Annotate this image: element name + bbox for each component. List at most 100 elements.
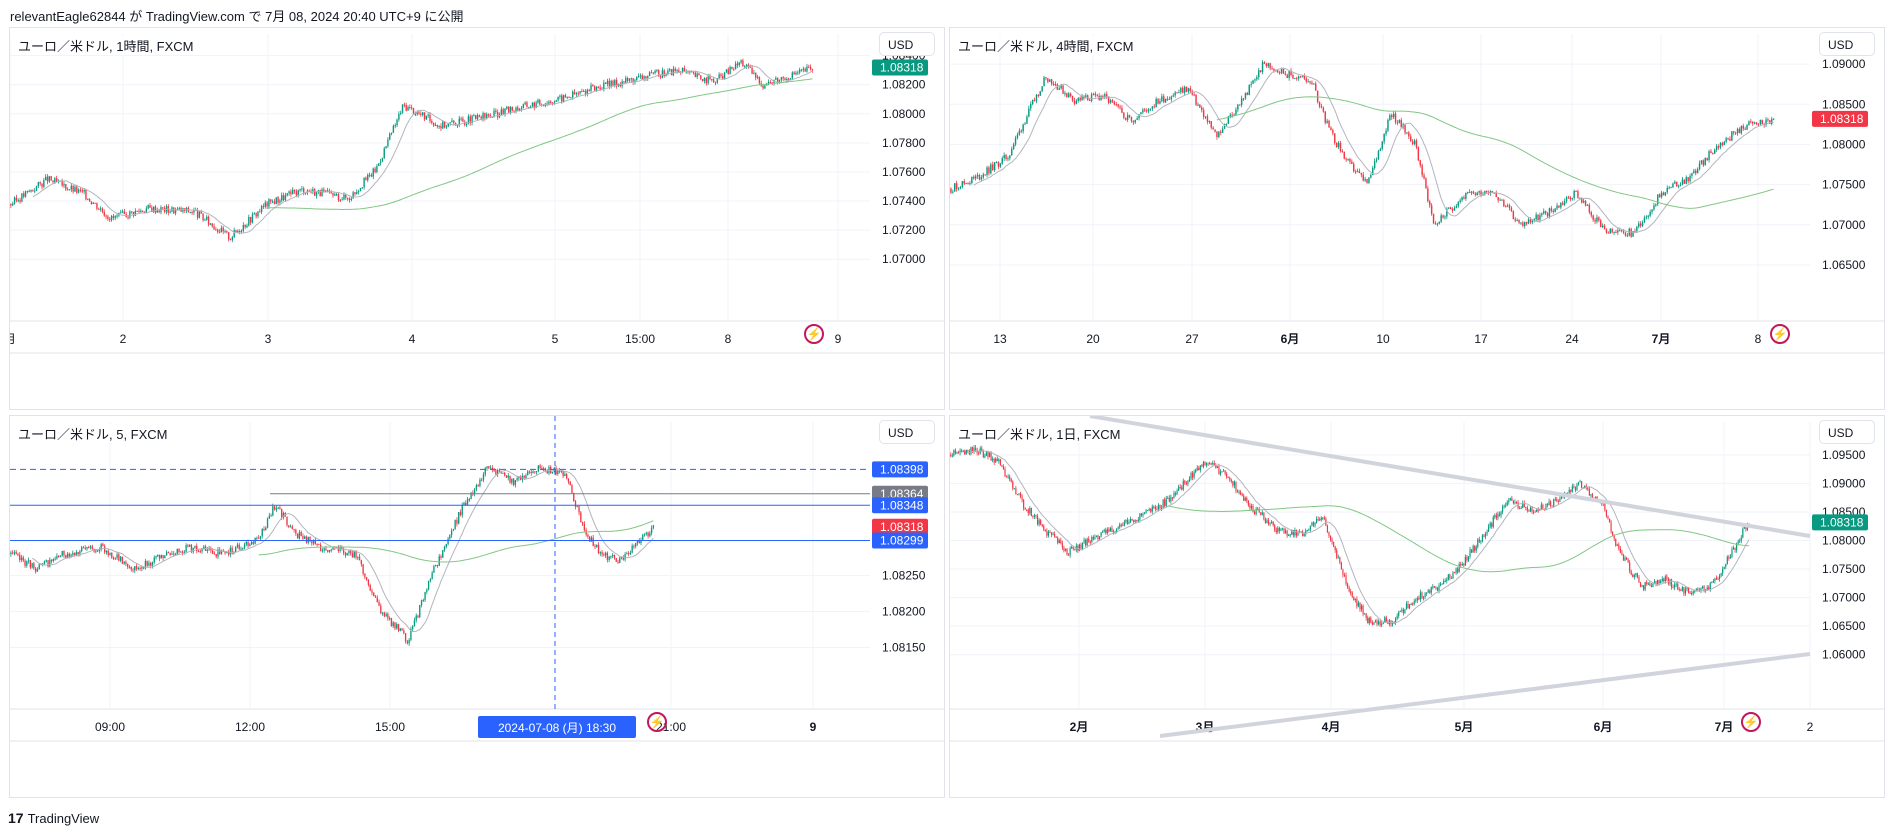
candle-body xyxy=(1085,95,1087,99)
lightning-icon[interactable]: ⚡ xyxy=(804,324,824,344)
candle-body xyxy=(1244,497,1246,501)
currency-button[interactable]: USD xyxy=(1819,32,1875,56)
tradingview-footer[interactable]: 17 TradingView xyxy=(8,810,99,826)
chart-canvas[interactable]: 1.095001.090001.085001.080001.075001.070… xyxy=(950,416,1884,797)
candle-body xyxy=(1009,155,1011,159)
candle-body xyxy=(967,182,969,184)
candle-body xyxy=(588,89,590,91)
candle-body xyxy=(1531,507,1533,512)
candle-body xyxy=(1714,578,1716,582)
chart-panel-4h[interactable]: 1.09000 1.08500 1.08000 1.07500 1.07000 1.065… xyxy=(949,27,1885,410)
candle-body xyxy=(1745,527,1747,530)
lightning-icon[interactable]: ⚡ xyxy=(1741,712,1761,732)
candle-body xyxy=(1429,201,1431,206)
candle-body xyxy=(156,210,159,213)
candle-body xyxy=(273,506,276,510)
candle-body xyxy=(1060,85,1062,89)
candle-body xyxy=(405,104,407,111)
candle-body xyxy=(420,113,422,115)
candle-body xyxy=(962,450,964,452)
candle-body xyxy=(1660,192,1663,198)
candle-body xyxy=(10,203,12,206)
candle-body xyxy=(107,216,109,220)
candle-body xyxy=(134,566,136,571)
candle-body xyxy=(1500,511,1502,516)
candle-body xyxy=(416,112,418,115)
candle-body xyxy=(1545,504,1547,510)
candle-body xyxy=(1603,225,1606,230)
chart-panel-5m[interactable]: 1.08250 1.08200 1.08150 1.08318 09:00 12:00 15… xyxy=(9,415,945,798)
candle-body xyxy=(784,78,786,81)
candle-body xyxy=(1503,505,1505,507)
candle-body xyxy=(1307,81,1309,83)
candle-body xyxy=(1618,544,1620,549)
candle-body xyxy=(1329,535,1332,540)
candle-body xyxy=(249,216,252,223)
candle-body xyxy=(530,471,532,474)
candle-body xyxy=(1501,506,1504,512)
candle-body xyxy=(1023,499,1025,508)
candle-body xyxy=(1111,100,1114,102)
candle-body xyxy=(553,101,556,105)
candle-body xyxy=(1261,62,1264,72)
candle-body xyxy=(59,555,62,557)
candle-body xyxy=(1060,540,1062,544)
lightning-icon[interactable]: ⚡ xyxy=(1770,324,1790,344)
candle-body xyxy=(1213,463,1215,466)
candle-body xyxy=(654,70,656,74)
candle-body xyxy=(1546,213,1549,217)
currency-button[interactable]: USD xyxy=(879,32,935,56)
candle-body xyxy=(1174,493,1177,495)
candle-body xyxy=(1404,124,1406,133)
candle-body xyxy=(1207,463,1209,465)
candle-body xyxy=(130,567,132,570)
candle-body xyxy=(307,537,309,543)
lightning-icon[interactable]: ⚡ xyxy=(647,712,667,732)
candle-body xyxy=(1570,489,1572,492)
candle-body xyxy=(1472,545,1474,553)
candle-body xyxy=(1103,529,1105,532)
candle-body xyxy=(1613,231,1615,233)
y-tick-label: 1.06500 xyxy=(1822,258,1866,272)
candle-body xyxy=(303,188,305,194)
candle-body xyxy=(1457,568,1459,573)
candle-body xyxy=(30,189,32,192)
candle-body xyxy=(387,613,389,619)
candle-body xyxy=(116,215,118,217)
candle-body xyxy=(358,556,361,561)
candle-body xyxy=(1157,504,1160,510)
candle-body xyxy=(1439,584,1442,586)
chart-canvas[interactable]: 1.090001.085001.080001.075001.070001.065… xyxy=(950,28,1884,409)
candle-body xyxy=(751,67,753,74)
candle-body xyxy=(1441,583,1443,585)
candle-body xyxy=(114,216,116,218)
chart-canvas[interactable]: 1.084001.082001.080001.078001.076001.074… xyxy=(10,28,944,409)
candle-body xyxy=(196,545,198,551)
candle-body xyxy=(199,551,201,553)
candle-body xyxy=(65,555,67,558)
chart-panel-1h[interactable]: 1.084001.082001.080001.078001.076001.074… xyxy=(9,27,945,410)
candle-body xyxy=(157,554,159,557)
candle-body xyxy=(189,212,191,214)
candle-body xyxy=(1421,592,1423,599)
candle-body xyxy=(1049,79,1051,82)
candle-body xyxy=(314,539,316,545)
candle-body xyxy=(595,86,598,91)
candle-body xyxy=(709,76,711,80)
candle-body xyxy=(356,191,358,194)
candle-body xyxy=(151,562,154,566)
candle-body xyxy=(424,592,426,601)
candle-body xyxy=(1728,556,1730,559)
candle-body xyxy=(1554,208,1556,212)
candle-body xyxy=(34,190,36,192)
candle-body xyxy=(1047,78,1049,82)
currency-button[interactable]: USD xyxy=(879,420,935,444)
currency-button[interactable]: USD xyxy=(1819,420,1875,444)
candle-body xyxy=(272,506,274,516)
candle-body xyxy=(775,77,777,80)
candle-body xyxy=(277,197,279,203)
candle-body xyxy=(1643,585,1645,590)
chart-panel-1d[interactable]: 1.09500 1.09000 1.08500 1.08000 1.07500 1.070… xyxy=(949,415,1885,798)
candle-body xyxy=(621,81,623,87)
